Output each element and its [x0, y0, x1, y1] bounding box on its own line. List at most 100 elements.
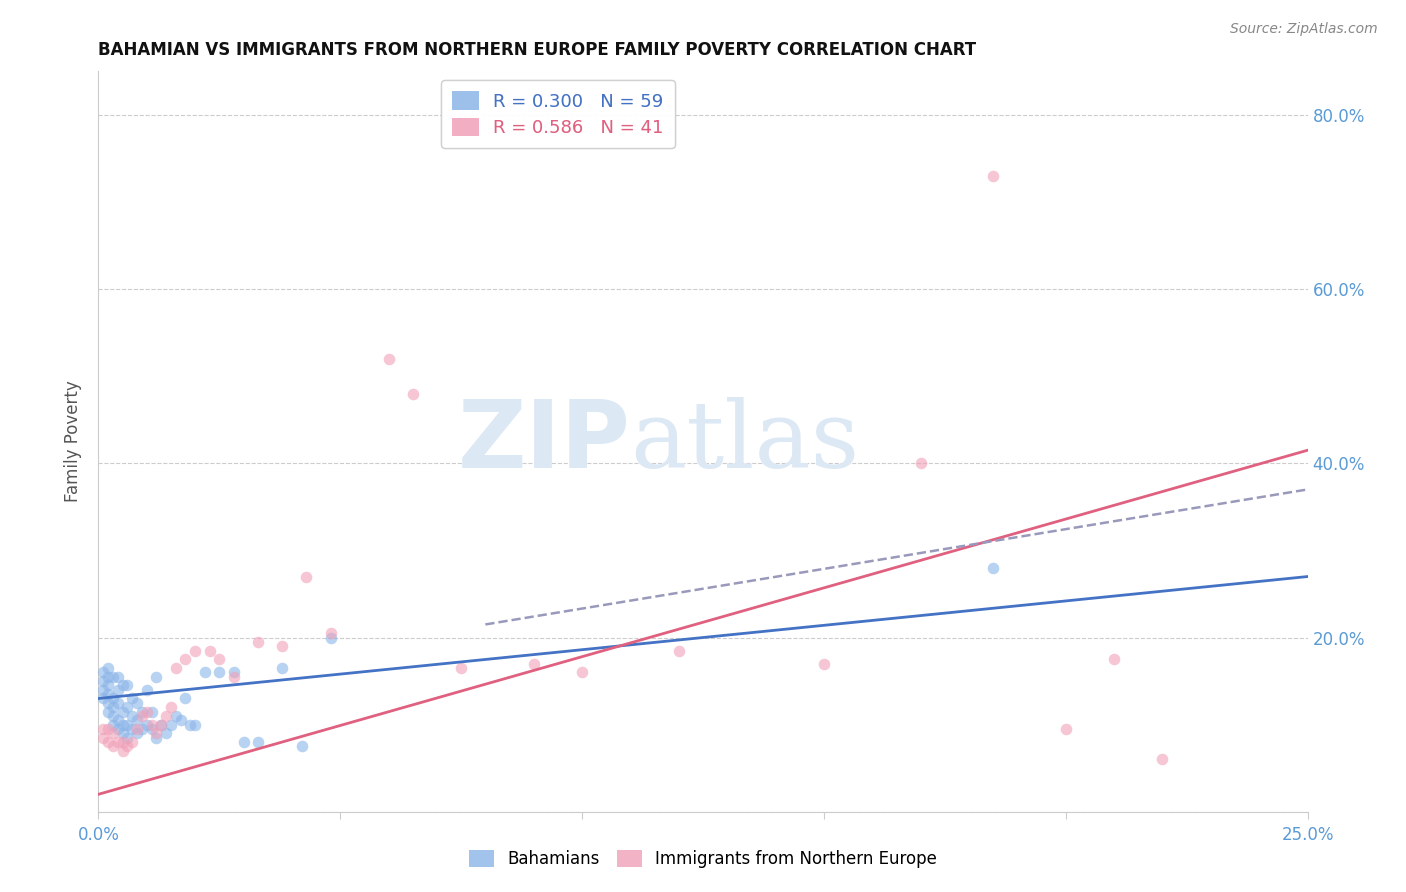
Point [101, 726, 124, 740]
Point [145, 726, 167, 740]
Point [571, 665, 593, 680]
Point [91, 682, 114, 697]
Point [117, 717, 139, 731]
Point [111, 705, 134, 719]
Point [194, 665, 217, 680]
Point [1054, 722, 1077, 736]
Point [97, 705, 120, 719]
Point [247, 735, 270, 749]
Point [232, 735, 254, 749]
Point [91, 691, 114, 706]
Text: ZIP: ZIP [457, 395, 630, 488]
Point [117, 700, 139, 714]
Point [150, 717, 173, 731]
Point [169, 713, 191, 727]
Point [198, 643, 221, 657]
Point [107, 696, 129, 710]
Point [1152, 752, 1174, 766]
Point [813, 657, 835, 671]
Point [97, 661, 120, 675]
Point [222, 670, 245, 684]
Point [101, 670, 124, 684]
Point [97, 735, 120, 749]
Point [319, 626, 342, 640]
Point [145, 731, 167, 745]
Point [160, 717, 183, 731]
Point [101, 709, 124, 723]
Point [668, 643, 690, 657]
Point [165, 709, 187, 723]
Point [101, 691, 124, 706]
Point [295, 569, 318, 583]
Point [127, 713, 149, 727]
Point [271, 639, 294, 653]
Point [377, 351, 399, 366]
Point [121, 735, 143, 749]
Point [1102, 652, 1125, 666]
Point [117, 731, 139, 745]
Point [131, 709, 153, 723]
Point [91, 674, 114, 689]
Point [981, 169, 1004, 183]
Point [91, 731, 114, 745]
Point [127, 722, 149, 736]
Point [117, 678, 139, 692]
Point [131, 705, 153, 719]
Text: atlas: atlas [630, 397, 859, 486]
Point [127, 696, 149, 710]
Point [208, 652, 231, 666]
Point [247, 635, 270, 649]
Point [121, 691, 143, 706]
Point [97, 722, 120, 736]
Point [450, 661, 472, 675]
Point [111, 744, 134, 758]
Point [131, 722, 153, 736]
Point [107, 713, 129, 727]
Point [222, 665, 245, 680]
Point [208, 665, 231, 680]
Point [127, 726, 149, 740]
Point [107, 682, 129, 697]
Point [910, 456, 932, 470]
Point [111, 717, 134, 731]
Point [111, 726, 134, 740]
Text: Source: ZipAtlas.com: Source: ZipAtlas.com [1230, 22, 1378, 37]
Point [145, 670, 167, 684]
Point [135, 705, 157, 719]
Point [141, 705, 163, 719]
Point [402, 386, 425, 401]
Point [981, 561, 1004, 575]
Point [155, 709, 177, 723]
Point [319, 631, 342, 645]
Point [91, 722, 114, 736]
Point [97, 670, 120, 684]
Point [97, 687, 120, 701]
Point [174, 652, 197, 666]
Legend: R = 0.300   N = 59, R = 0.586   N = 41: R = 0.300 N = 59, R = 0.586 N = 41 [441, 80, 675, 148]
Point [101, 739, 124, 754]
Point [160, 700, 183, 714]
Point [101, 700, 124, 714]
Y-axis label: Family Poverty: Family Poverty [65, 381, 83, 502]
Point [111, 678, 134, 692]
Point [290, 739, 312, 754]
Point [184, 643, 207, 657]
Point [111, 735, 134, 749]
Point [121, 709, 143, 723]
Point [121, 722, 143, 736]
Point [141, 717, 163, 731]
Point [179, 717, 201, 731]
Legend: Bahamians, Immigrants from Northern Europe: Bahamians, Immigrants from Northern Euro… [463, 843, 943, 875]
Point [155, 726, 177, 740]
Point [271, 661, 294, 675]
Point [91, 665, 114, 680]
Point [174, 691, 197, 706]
Point [184, 717, 207, 731]
Point [107, 735, 129, 749]
Point [107, 722, 129, 736]
Point [135, 717, 157, 731]
Point [523, 657, 546, 671]
Point [107, 670, 129, 684]
Point [101, 717, 124, 731]
Point [150, 717, 173, 731]
